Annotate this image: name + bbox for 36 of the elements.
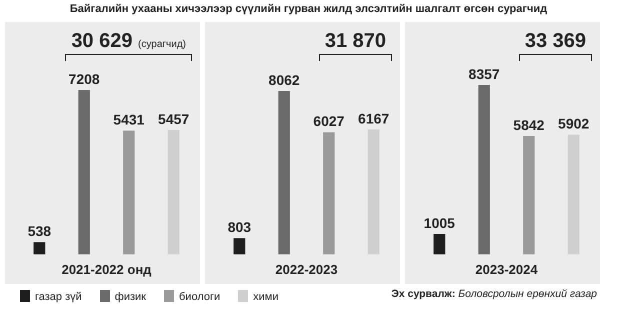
data-label: 7208 — [68, 70, 100, 87]
data-label: 6167 — [358, 110, 390, 126]
data-label: 1005 — [424, 214, 456, 231]
bar — [568, 134, 580, 254]
data-label: 5842 — [513, 116, 545, 133]
data-label: 8357 — [468, 66, 500, 82]
data-label: 8062 — [268, 72, 300, 88]
bar — [78, 90, 90, 254]
data-label: 803 — [228, 218, 252, 235]
category-label: газар зүй — [34, 290, 82, 303]
data-label: 5902 — [558, 116, 590, 132]
category-label: биологи — [178, 290, 220, 303]
x-axis-title: 2022-2023 — [275, 262, 338, 277]
data-label: 5431 — [113, 111, 145, 128]
bar — [478, 85, 490, 254]
bar — [434, 234, 446, 254]
text: 33 369 — [524, 30, 587, 53]
x-axis-title: 2023-2024 — [475, 262, 538, 277]
bar — [278, 91, 290, 254]
x-axis-title: 2021-2022 онд — [62, 262, 152, 277]
bar — [323, 132, 335, 254]
bar — [523, 136, 535, 254]
data-label: 6027 — [313, 113, 345, 130]
category-label: хими — [252, 290, 278, 303]
bar — [368, 129, 380, 254]
bar — [234, 238, 246, 254]
bar — [168, 130, 180, 254]
data-label: 5457 — [158, 110, 190, 127]
category-label: физик — [114, 290, 146, 303]
text: 30 629 (сурагчид) — [70, 30, 187, 53]
bar — [123, 130, 135, 254]
text: 31 870 — [324, 30, 387, 53]
bar — [34, 242, 46, 254]
data-label: 538 — [28, 222, 52, 239]
text: Эх сурвалж: Боловсролын ерөнхий газар — [391, 288, 597, 300]
text: Байгалийн ухааны хичээлээр сүүлийн гурван жилд элсэлтийн шалгалт өгсөн сурагчид — [68, 3, 548, 15]
